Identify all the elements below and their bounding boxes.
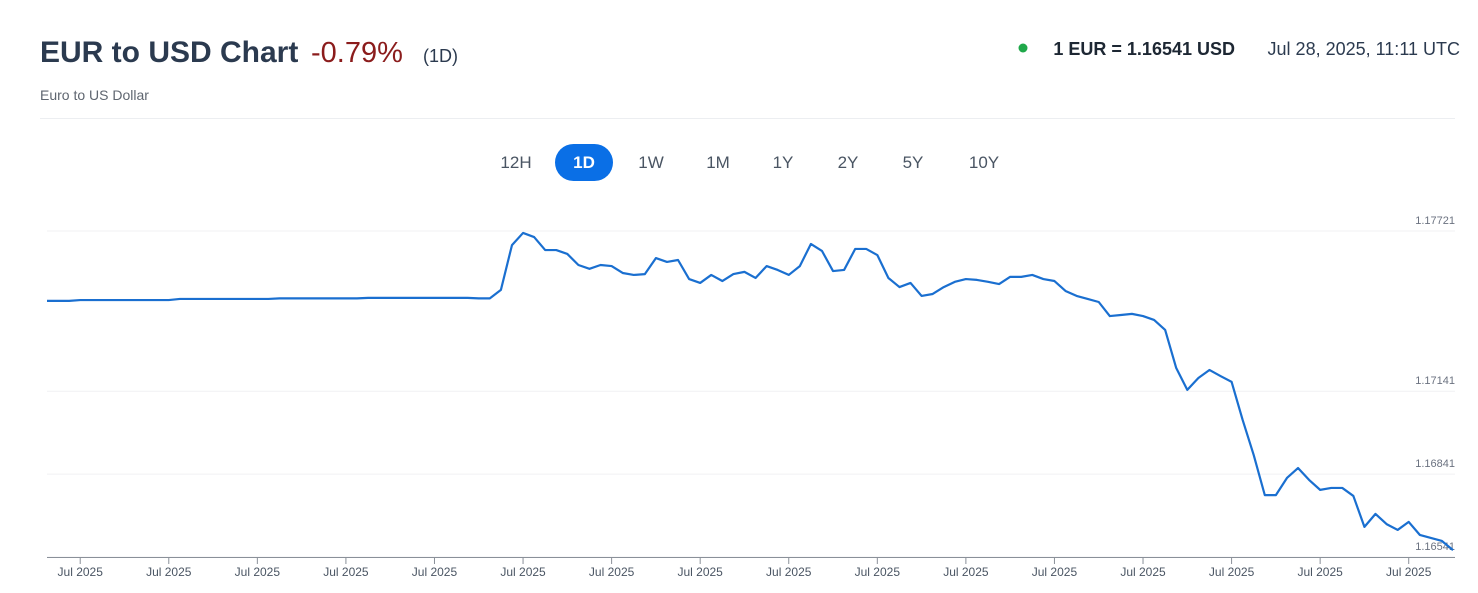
range-button-label[interactable]: 1Y (773, 153, 794, 172)
change: -0.79% (311, 37, 403, 69)
period: (1D) (423, 46, 458, 66)
x-tick-label: Jul 2025 (412, 565, 458, 579)
range-button[interactable]: 1M (706, 153, 730, 172)
x-tick-label: Jul 2025 (146, 565, 192, 579)
x-tick-label: Jul 2025 (235, 565, 281, 579)
range-button[interactable]: 12H (500, 153, 531, 172)
range-button[interactable]: 1D (555, 144, 613, 181)
x-tick-label: Jul 2025 (1386, 565, 1432, 579)
x-tick-label: Jul 2025 (323, 565, 369, 579)
rate: 1 EUR = 1.16541 USD (1053, 39, 1235, 59)
range-button-label[interactable]: 1W (638, 153, 664, 172)
y-tick-label: 1.16841 (1415, 458, 1455, 470)
x-tick-label: Jul 2025 (589, 565, 635, 579)
range-button-bg[interactable] (555, 144, 613, 181)
x-tick-label: Jul 2025 (1297, 565, 1343, 579)
range-button[interactable]: 10Y (969, 153, 999, 172)
x-tick-label: Jul 2025 (855, 565, 901, 579)
range-button-label[interactable]: 10Y (969, 153, 999, 172)
range-button-label[interactable]: 1M (706, 153, 730, 172)
x-tick-label: Jul 2025 (677, 565, 723, 579)
x-tick-label: Jul 2025 (1209, 565, 1255, 579)
range-button[interactable]: 1W (638, 153, 664, 172)
x-tick-label: Jul 2025 (943, 565, 989, 579)
x-tick-label: Jul 2025 (58, 565, 104, 579)
price-line (47, 231, 1454, 551)
range-selector: 12H 1D 1W 1M 1Y 2Y 5Y 10Y (500, 144, 999, 181)
range-button-label[interactable]: 1D (573, 153, 595, 172)
range-button[interactable]: 5Y (903, 153, 924, 172)
x-tick-label: Jul 2025 (1120, 565, 1166, 579)
x-tick-label: Jul 2025 (500, 565, 546, 579)
range-button-label[interactable]: 5Y (903, 153, 924, 172)
subtitle: Euro to US Dollar (40, 87, 149, 103)
x-tick-label: Jul 2025 (1032, 565, 1078, 579)
x-tick-label: Jul 2025 (766, 565, 812, 579)
y-tick-label: 1.17141 (1415, 375, 1455, 387)
range-button-label[interactable]: 12H (500, 153, 531, 172)
live-dot (1018, 43, 1028, 53)
range-button-label[interactable]: 2Y (838, 153, 859, 172)
range-button[interactable]: 2Y (838, 153, 859, 172)
title: EUR to USD Chart (40, 36, 298, 69)
y-tick-label: 1.17721 (1415, 215, 1455, 227)
range-button[interactable]: 1Y (773, 153, 794, 172)
timestamp: Jul 28, 2025, 11:11 UTC (1268, 39, 1460, 59)
